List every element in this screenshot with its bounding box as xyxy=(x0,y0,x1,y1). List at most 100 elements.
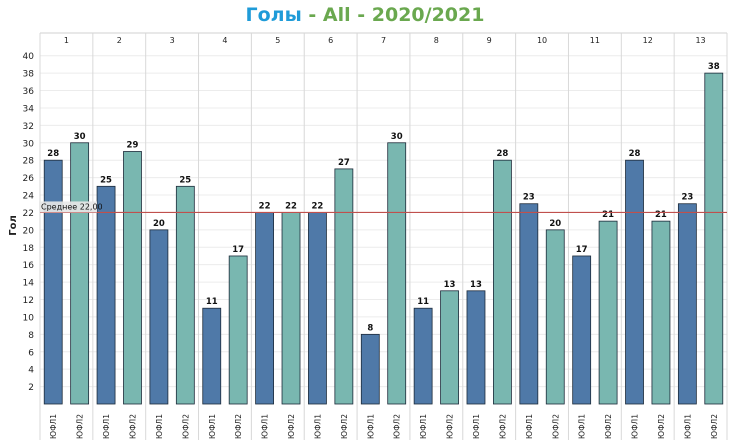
group-label-12: 12 xyxy=(643,36,653,45)
y-tick-label: 24 xyxy=(23,192,35,202)
x-category-label: ЮФЛ1 xyxy=(578,414,587,439)
bar-8-series1 xyxy=(413,307,433,405)
group-label-5: 5 xyxy=(275,36,280,45)
group-label-3: 3 xyxy=(170,36,175,45)
data-label: 22 xyxy=(312,201,324,211)
group-label-1: 1 xyxy=(64,36,69,45)
bar-6-series2 xyxy=(334,168,354,405)
x-category-label: ЮФЛ1 xyxy=(261,414,270,439)
y-tick-label: 30 xyxy=(23,139,35,149)
x-category-label: ЮФЛ2 xyxy=(446,414,455,439)
bar-7-series1 xyxy=(360,333,380,405)
bar-9-series1 xyxy=(466,290,486,405)
data-label: 22 xyxy=(259,201,271,211)
x-category-label: ЮФЛ2 xyxy=(234,414,243,439)
bar-8-series2 xyxy=(440,290,459,405)
group-label-8: 8 xyxy=(434,36,439,45)
y-tick-label: 26 xyxy=(23,174,35,184)
x-category-label: ЮФЛ1 xyxy=(419,414,428,439)
x-category-label: ЮФЛ2 xyxy=(181,414,190,439)
data-label: 23 xyxy=(681,193,693,203)
x-category-label: ЮФЛ1 xyxy=(525,414,534,439)
y-tick-label: 8 xyxy=(28,331,34,341)
bar-3-series2 xyxy=(175,185,195,405)
y-tick-label: 14 xyxy=(23,279,35,289)
bar-11-series2 xyxy=(598,220,618,405)
x-category-label: ЮФЛ1 xyxy=(472,414,481,439)
data-label: 30 xyxy=(74,132,86,142)
data-label: 13 xyxy=(470,280,482,290)
y-tick-label: 28 xyxy=(23,157,35,167)
y-tick-label: 40 xyxy=(23,52,35,62)
x-category-label: ЮФЛ1 xyxy=(102,414,111,439)
data-label: 25 xyxy=(179,175,191,185)
y-tick-label: 10 xyxy=(23,313,35,323)
data-label: 28 xyxy=(496,149,508,159)
bar-12-series2 xyxy=(651,220,671,405)
y-tick-label: 2 xyxy=(28,383,34,393)
y-tick-label: 12 xyxy=(23,296,34,306)
data-label: 21 xyxy=(602,210,614,220)
data-label: 20 xyxy=(549,219,561,229)
group-label-10: 10 xyxy=(537,36,547,45)
group-label-4: 4 xyxy=(222,36,227,45)
x-category-label: ЮФЛ1 xyxy=(208,414,217,439)
y-tick-label: 4 xyxy=(28,366,34,376)
y-tick-label: 34 xyxy=(23,104,35,114)
bar-3-series1 xyxy=(149,229,169,405)
y-tick-label: 36 xyxy=(23,87,35,97)
x-category-label: ЮФЛ2 xyxy=(551,414,560,439)
data-label: 13 xyxy=(444,280,456,290)
x-category-label: ЮФЛ2 xyxy=(340,414,349,439)
x-category-label: ЮФЛ2 xyxy=(76,414,85,439)
data-label: 11 xyxy=(206,297,218,307)
x-category-label: ЮФЛ2 xyxy=(498,414,507,439)
bar-2-series2 xyxy=(123,151,142,405)
title-sep-1: - xyxy=(301,4,323,26)
data-label: 28 xyxy=(629,149,641,159)
bar-9-series2 xyxy=(493,159,512,405)
group-label-13: 13 xyxy=(695,36,705,45)
group-label-9: 9 xyxy=(487,36,492,45)
bar-2-series1 xyxy=(96,185,116,405)
x-category-label: ЮФЛ1 xyxy=(683,414,692,439)
average-label-bg xyxy=(39,201,97,213)
x-category-label: ЮФЛ2 xyxy=(657,414,666,439)
x-category-label: ЮФЛ1 xyxy=(631,414,640,439)
x-category-label: ЮФЛ1 xyxy=(313,414,322,439)
x-category-label: ЮФЛ2 xyxy=(393,414,402,439)
bar-13-series2 xyxy=(704,72,724,405)
bar-10-series2 xyxy=(545,229,565,405)
group-label-2: 2 xyxy=(117,36,122,45)
data-label: 8 xyxy=(367,323,373,333)
data-label: 29 xyxy=(127,140,139,150)
x-category-label: ЮФЛ1 xyxy=(366,414,375,439)
data-label: 17 xyxy=(576,245,588,255)
group-label-11: 11 xyxy=(590,36,600,45)
data-label: 21 xyxy=(655,210,667,220)
x-category-label: ЮФЛ2 xyxy=(710,414,719,439)
bar-11-series1 xyxy=(572,255,592,405)
y-tick-label: 32 xyxy=(23,122,34,132)
data-label: 25 xyxy=(100,175,112,185)
bar-1-series1 xyxy=(43,159,63,405)
bar-1-series2 xyxy=(70,142,90,405)
bar-4-series1 xyxy=(202,307,222,405)
y-axis-title: Гол xyxy=(8,215,19,236)
title-part-all: All xyxy=(322,4,351,26)
title-sep-2: - xyxy=(350,4,372,26)
x-category-label: ЮФЛ1 xyxy=(49,414,58,439)
data-label: 20 xyxy=(153,219,165,229)
y-tick-label: 38 xyxy=(23,70,35,80)
y-tick-label: 22 xyxy=(23,209,34,219)
data-label: 30 xyxy=(391,132,403,142)
x-category-label: ЮФЛ2 xyxy=(128,414,137,439)
average-label: Среднее 22,00 xyxy=(41,202,103,211)
bar-6-series1 xyxy=(308,212,327,405)
y-tick-label: 18 xyxy=(23,244,35,254)
group-label-7: 7 xyxy=(381,36,386,45)
title-part-season: 2020/2021 xyxy=(371,4,485,26)
y-tick-label: 6 xyxy=(28,348,34,358)
data-label: 28 xyxy=(47,149,59,159)
